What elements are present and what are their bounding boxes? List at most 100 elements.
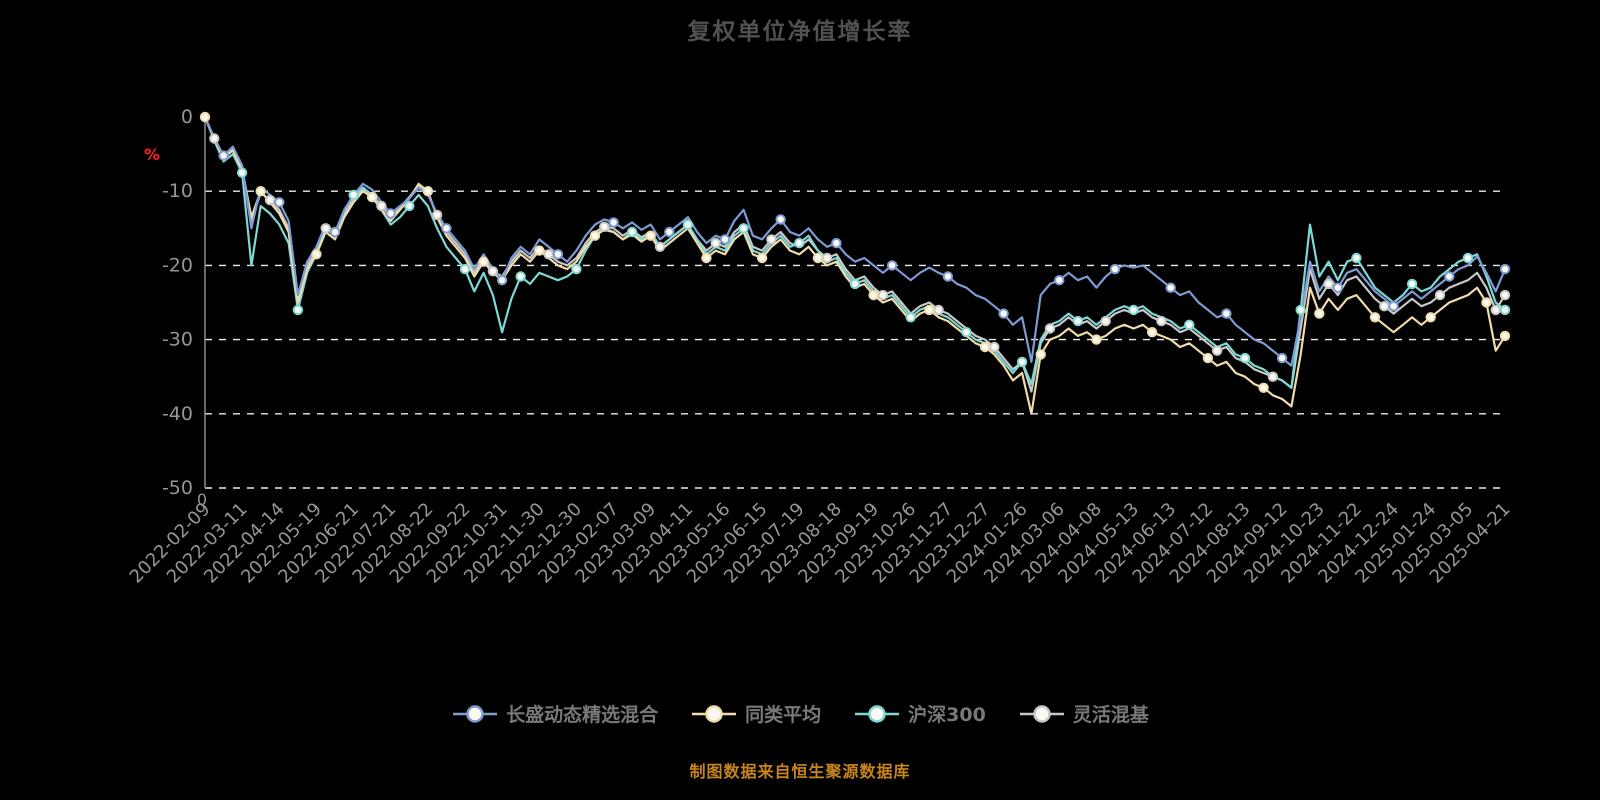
series-marker — [385, 208, 396, 219]
series-marker — [1444, 271, 1455, 282]
legend-item-3[interactable]: 灵活混基 — [1018, 700, 1149, 727]
series-marker — [1406, 278, 1418, 290]
series-marker — [756, 252, 768, 264]
y-tick-label: -10 — [162, 180, 193, 202]
series-line-0 — [203, 115, 1507, 367]
series-marker — [320, 223, 331, 234]
series-marker — [1295, 304, 1306, 316]
series-marker — [794, 237, 805, 249]
series-marker — [989, 341, 1000, 353]
series-marker — [821, 252, 833, 264]
series-marker — [608, 217, 619, 228]
series-marker — [942, 271, 954, 282]
series-marker — [478, 256, 489, 267]
series-marker — [645, 230, 656, 241]
series-marker — [905, 312, 916, 323]
series-marker — [1434, 289, 1446, 301]
series-marker — [515, 271, 526, 282]
series-marker — [1388, 301, 1399, 312]
series-marker — [218, 150, 229, 161]
line-chart-plot: 0-10-20-30-40-50%02022-02-092022-03-1120… — [126, 106, 1515, 588]
legend-label: 沪深300 — [908, 704, 986, 726]
x-axis-labels: 2022-02-092022-03-112022-04-142022-05-19… — [126, 499, 1515, 588]
series-marker — [979, 341, 991, 353]
series-marker — [775, 214, 786, 225]
legend-label: 同类平均 — [745, 704, 822, 726]
series-marker — [1258, 382, 1269, 393]
legend-item-2[interactable]: 沪深300 — [853, 700, 986, 727]
series-marker — [1156, 315, 1167, 327]
series-marker — [311, 249, 322, 260]
series-marker — [274, 197, 285, 208]
gridlines — [205, 190, 1505, 489]
series-marker — [738, 223, 749, 234]
series-marker — [1462, 252, 1474, 264]
series-marker — [626, 226, 638, 238]
series-marker — [1499, 263, 1511, 275]
series-marker — [1369, 312, 1381, 323]
data-source-caption: 制图数据来自恒生聚源数据库 — [689, 762, 911, 781]
series-marker — [1499, 304, 1511, 316]
chart-title: 复权单位净值增长率 — [687, 19, 913, 45]
y-tick-label: -40 — [162, 403, 193, 425]
series-marker — [868, 289, 879, 301]
series-marker — [719, 234, 731, 245]
series-marker — [552, 249, 564, 260]
series-marker — [701, 252, 712, 264]
series-marker — [933, 304, 944, 316]
series-marker — [1044, 323, 1056, 334]
series-marker — [589, 230, 601, 241]
series-marker — [1351, 252, 1362, 264]
series-marker — [1035, 349, 1046, 360]
series-marker — [924, 304, 935, 316]
y-axis-unit-label: % — [144, 145, 160, 164]
series-marker — [1267, 371, 1279, 382]
series-marker — [1100, 315, 1111, 327]
series-marker — [1165, 282, 1176, 293]
series-marker — [1481, 297, 1492, 308]
series-marker — [1128, 304, 1139, 316]
series-marker — [534, 245, 545, 256]
series-marker — [1016, 356, 1028, 368]
series-marker — [441, 223, 452, 234]
series-marker — [431, 209, 443, 221]
series-marker — [599, 221, 610, 233]
series-marker — [255, 186, 266, 197]
series-marker — [1332, 282, 1344, 293]
series-marker — [264, 194, 276, 206]
series-marker — [1211, 345, 1223, 356]
x-origin-label: 0 — [197, 490, 207, 509]
series-marker — [682, 219, 694, 230]
y-axis-labels: 0 -10 -20 -30 -40 -50 — [162, 106, 193, 499]
series-marker — [1239, 352, 1251, 364]
legend-item-1[interactable]: 同类平均 — [690, 700, 821, 727]
series-marker — [1109, 263, 1121, 275]
series-marker — [1499, 289, 1511, 301]
series-marker — [487, 266, 499, 277]
legend-marker-icon — [692, 704, 737, 723]
legend-item-0[interactable]: 长盛动态精选混合 — [451, 700, 658, 727]
series-marker — [236, 167, 248, 178]
series-marker — [1314, 308, 1325, 319]
legend-marker-icon — [1019, 704, 1064, 723]
series-marker — [1323, 278, 1334, 290]
series-marker — [1054, 275, 1065, 286]
series-marker — [1221, 308, 1232, 319]
series-marker — [422, 186, 434, 197]
series-marker — [496, 275, 508, 286]
series-marker — [812, 252, 824, 264]
series-marker — [459, 263, 471, 275]
series-line-2 — [203, 115, 1507, 389]
series-marker — [1425, 312, 1436, 323]
series-marker — [961, 327, 972, 338]
series-marker — [543, 249, 554, 260]
series-marker — [1499, 330, 1511, 342]
y-tick-label: 0 — [181, 106, 193, 128]
series-marker — [1379, 301, 1390, 312]
y-tick-label: -30 — [162, 329, 193, 351]
series-marker — [664, 226, 675, 238]
series-marker — [292, 304, 304, 316]
legend-label: 长盛动态精选混合 — [506, 704, 659, 726]
legend-marker-icon — [855, 704, 900, 723]
